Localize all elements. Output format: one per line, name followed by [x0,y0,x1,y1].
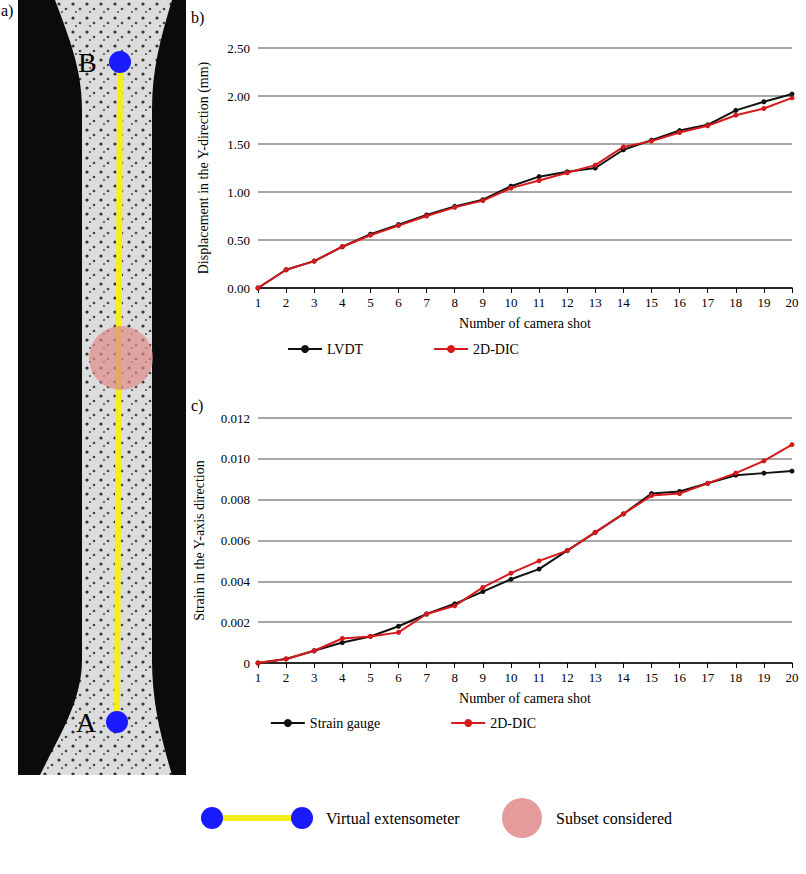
svg-text:13: 13 [589,295,602,310]
svg-text:17: 17 [701,670,715,685]
svg-text:20: 20 [786,670,799,685]
svg-text:18: 18 [729,295,742,310]
svg-text:19: 19 [757,670,770,685]
svg-text:1: 1 [255,670,262,685]
svg-text:18: 18 [729,670,742,685]
svg-text:2D-DIC: 2D-DIC [490,716,536,731]
svg-text:c): c) [191,397,203,415]
svg-text:9: 9 [480,295,487,310]
svg-text:9: 9 [480,670,487,685]
svg-text:2.00: 2.00 [227,89,250,104]
svg-text:14: 14 [617,670,631,685]
svg-text:0.012: 0.012 [221,411,250,426]
svg-text:7: 7 [423,670,430,685]
svg-text:0.006: 0.006 [221,533,251,548]
svg-text:5: 5 [367,670,374,685]
svg-text:0.002: 0.002 [221,615,250,630]
svg-text:7: 7 [423,295,430,310]
svg-text:10: 10 [504,295,517,310]
svg-text:17: 17 [701,295,715,310]
svg-text:0.00: 0.00 [227,281,250,296]
svg-text:16: 16 [673,295,687,310]
svg-text:2: 2 [283,670,290,685]
svg-text:a): a) [1,2,13,20]
svg-text:14: 14 [617,295,631,310]
svg-text:Subset considered: Subset considered [556,810,672,827]
svg-text:Number of camera shot: Number of camera shot [459,316,591,331]
svg-text:6: 6 [395,670,402,685]
svg-text:10: 10 [504,670,517,685]
svg-text:4: 4 [339,295,346,310]
svg-text:8: 8 [451,295,458,310]
svg-text:5: 5 [367,295,374,310]
svg-text:B: B [78,47,97,78]
svg-text:b): b) [191,9,204,27]
svg-text:15: 15 [645,670,658,685]
svg-text:19: 19 [757,295,770,310]
svg-text:11: 11 [533,670,546,685]
svg-text:16: 16 [673,670,687,685]
svg-text:Virtual extensometer: Virtual extensometer [326,810,460,827]
svg-text:12: 12 [561,295,574,310]
svg-text:12: 12 [561,670,574,685]
svg-text:1: 1 [255,295,262,310]
svg-text:Strain gauge: Strain gauge [310,716,380,731]
svg-text:0.008: 0.008 [221,492,250,507]
svg-text:13: 13 [589,670,602,685]
svg-text:0.004: 0.004 [221,574,251,589]
svg-text:Number of camera shot: Number of camera shot [459,691,591,706]
svg-text:2.50: 2.50 [227,41,250,56]
svg-text:0: 0 [244,656,251,671]
svg-text:4: 4 [339,670,346,685]
svg-text:1.00: 1.00 [227,185,250,200]
svg-text:Strain in the Y-axis direction: Strain in the Y-axis direction [192,460,207,620]
svg-text:20: 20 [786,295,799,310]
svg-text:3: 3 [311,295,318,310]
svg-text:8: 8 [451,670,458,685]
svg-text:6: 6 [395,295,402,310]
svg-text:2: 2 [283,295,290,310]
svg-text:0.010: 0.010 [221,451,250,466]
svg-text:11: 11 [533,295,546,310]
svg-text:A: A [76,707,97,738]
svg-text:2D-DIC: 2D-DIC [473,342,519,357]
svg-text:3: 3 [311,670,318,685]
svg-text:1.50: 1.50 [227,137,250,152]
svg-text:0.50: 0.50 [227,233,250,248]
svg-text:Displacement in the Y-directio: Displacement in the Y-direction (mm) [196,61,212,274]
svg-text:LVDT: LVDT [327,342,363,357]
svg-text:15: 15 [645,295,658,310]
